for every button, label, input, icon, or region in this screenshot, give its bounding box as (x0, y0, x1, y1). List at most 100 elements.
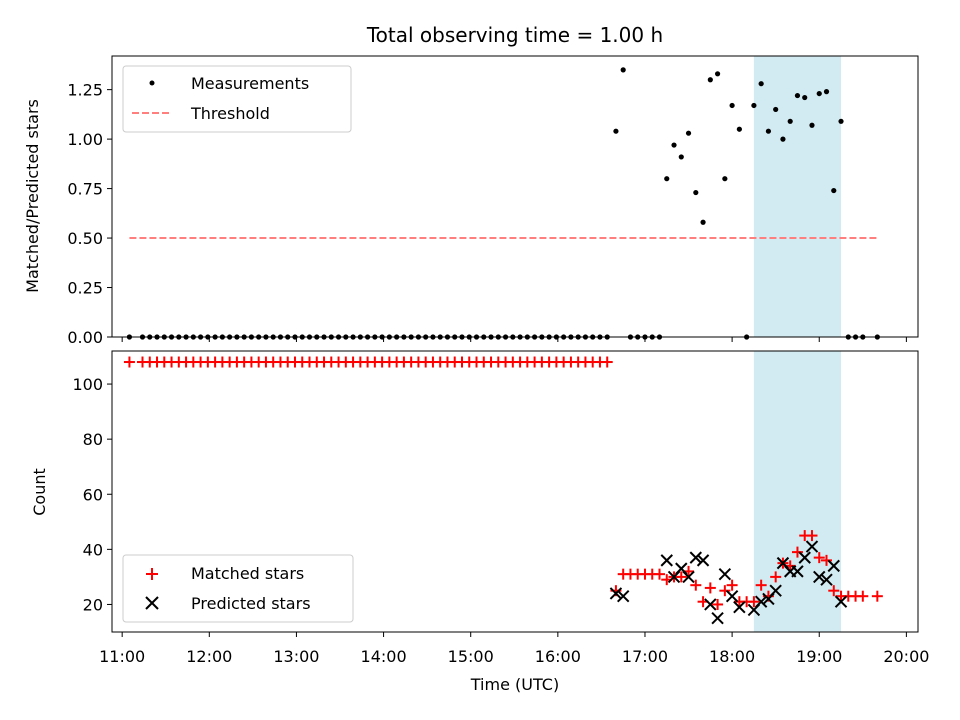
highlight-span (753, 351, 842, 632)
matched-stars-point (871, 590, 883, 602)
predicted-stars-point (791, 565, 804, 578)
measurement-point (736, 126, 742, 132)
x-tick-label: 11:00 (99, 647, 145, 666)
predicted-stars-point (711, 612, 724, 625)
top-axes-frame (111, 55, 919, 338)
measurement-point (809, 122, 815, 128)
top-y-axis-label: Matched/Predicted stars (23, 99, 42, 293)
matched-stars-point (726, 579, 738, 591)
matched-stars-point (690, 579, 702, 591)
predicted-stars-point (805, 540, 819, 553)
measurement-point (773, 106, 779, 113)
bottom-plot-area (123, 356, 883, 625)
y-tick-label: 1.25 (67, 81, 103, 100)
matched-stars-point (712, 598, 724, 610)
x-tick-label: 20:00 (883, 647, 929, 666)
threshold-legend-label: Threshold (190, 104, 270, 123)
predicted-stars-point (769, 584, 782, 597)
predicted-stars-point (827, 559, 840, 573)
measurement-point (714, 71, 721, 77)
bottom-legend: Matched stars Predicted stars (122, 554, 354, 623)
top-legend: Measurements Threshold (122, 65, 352, 133)
bottom-x-ticks: 11:00 12:00 13:00 14:00 15:00 16:00 17:00 18:00… (99, 632, 929, 666)
predicted-stars-point (820, 573, 833, 586)
x-tick-label: 16:00 (535, 647, 581, 666)
matched-stars-legend-label: Matched stars (191, 564, 304, 583)
x-tick-label: 12:00 (186, 647, 232, 666)
matched-stars-point (601, 356, 613, 368)
measurement-point (729, 102, 735, 109)
matched-stars-point (813, 552, 825, 564)
y-tick-label: 100 (72, 375, 103, 394)
predicted-stars-point (725, 589, 739, 603)
x-tick-label: 18:00 (709, 647, 755, 666)
matched-stars-point (791, 546, 803, 558)
y-tick-label: 80 (83, 430, 103, 449)
y-tick-label: 60 (83, 485, 103, 504)
measurement-point (620, 67, 626, 73)
matched-stars-point (653, 568, 665, 580)
x-tick-label: 17:00 (622, 647, 668, 666)
top-legend-box (122, 65, 352, 133)
predicted-stars-point (689, 551, 703, 564)
predicted-stars-point (609, 587, 623, 600)
predicted-stars-point (813, 570, 826, 584)
y-tick-label: 0.00 (67, 328, 103, 347)
top-x-ticks (121, 337, 907, 342)
measurement-point (700, 219, 706, 225)
bottom-panel: 20 40 60 80 100 11:00 12:00 13:00 14:00 15:00 16:… (30, 350, 929, 694)
x-tick-label: 14:00 (361, 647, 407, 666)
predicted-stars-point (733, 600, 746, 614)
measurement-point (758, 81, 764, 87)
predicted-stars-legend-label: Predicted stars (191, 594, 311, 613)
measurement-point (671, 142, 677, 148)
highlight-span (753, 56, 842, 337)
bottom-y-axis-label: Count (30, 468, 49, 516)
matched-stars-point (719, 585, 731, 597)
measurement-point (678, 154, 684, 160)
chart-title: Total observing time = 1.00 h (366, 23, 663, 47)
matched-stars-point (748, 596, 760, 608)
predicted-stars-point (834, 595, 848, 608)
measurement-point (780, 136, 786, 142)
bottom-axes-frame (111, 350, 919, 633)
matched-stars-point (755, 579, 767, 591)
matched-stars-point (828, 585, 840, 597)
matched-stars-point (123, 356, 135, 368)
observing-window-highlight-top (753, 56, 842, 337)
predicted-stars-point (704, 598, 717, 611)
measurement-point (787, 118, 793, 124)
measurement-point (613, 128, 619, 134)
measurement-point (831, 187, 837, 194)
measurement-point (802, 94, 808, 101)
measurement-point (794, 92, 801, 99)
measurement-point (838, 118, 844, 124)
predicted-stars-point (754, 595, 768, 608)
predicted-stars-legend-marker (145, 596, 159, 610)
y-tick-label: 1.00 (67, 130, 103, 149)
x-tick-label: 19:00 (796, 647, 842, 666)
matched-stars-point (770, 571, 782, 583)
matched-stars-point (675, 571, 687, 583)
series-predicted-stars (609, 540, 848, 625)
measurement-point (693, 189, 699, 196)
matched-stars-point (857, 590, 869, 602)
predicted-stars-point (660, 554, 673, 567)
measurement-point (722, 176, 728, 182)
predicted-stars-point (718, 567, 732, 581)
top-y-ticks: 0.00 0.25 0.50 0.75 1.00 1.25 (67, 81, 112, 347)
matched-stars-point (821, 554, 833, 566)
x-axis-label: Time (UTC) (470, 675, 559, 694)
matched-stars-legend-marker (146, 568, 158, 580)
matched-stars-point (704, 582, 716, 594)
measurement-point (765, 128, 772, 134)
measurement-point (685, 130, 692, 136)
y-tick-label: 0.50 (67, 229, 103, 248)
predicted-stars-point (616, 589, 630, 603)
measurement-point (664, 176, 670, 182)
measurement-point (816, 90, 822, 97)
bottom-legend-box (122, 554, 354, 623)
x-tick-label: 15:00 (448, 647, 494, 666)
measurement-point (751, 102, 757, 109)
